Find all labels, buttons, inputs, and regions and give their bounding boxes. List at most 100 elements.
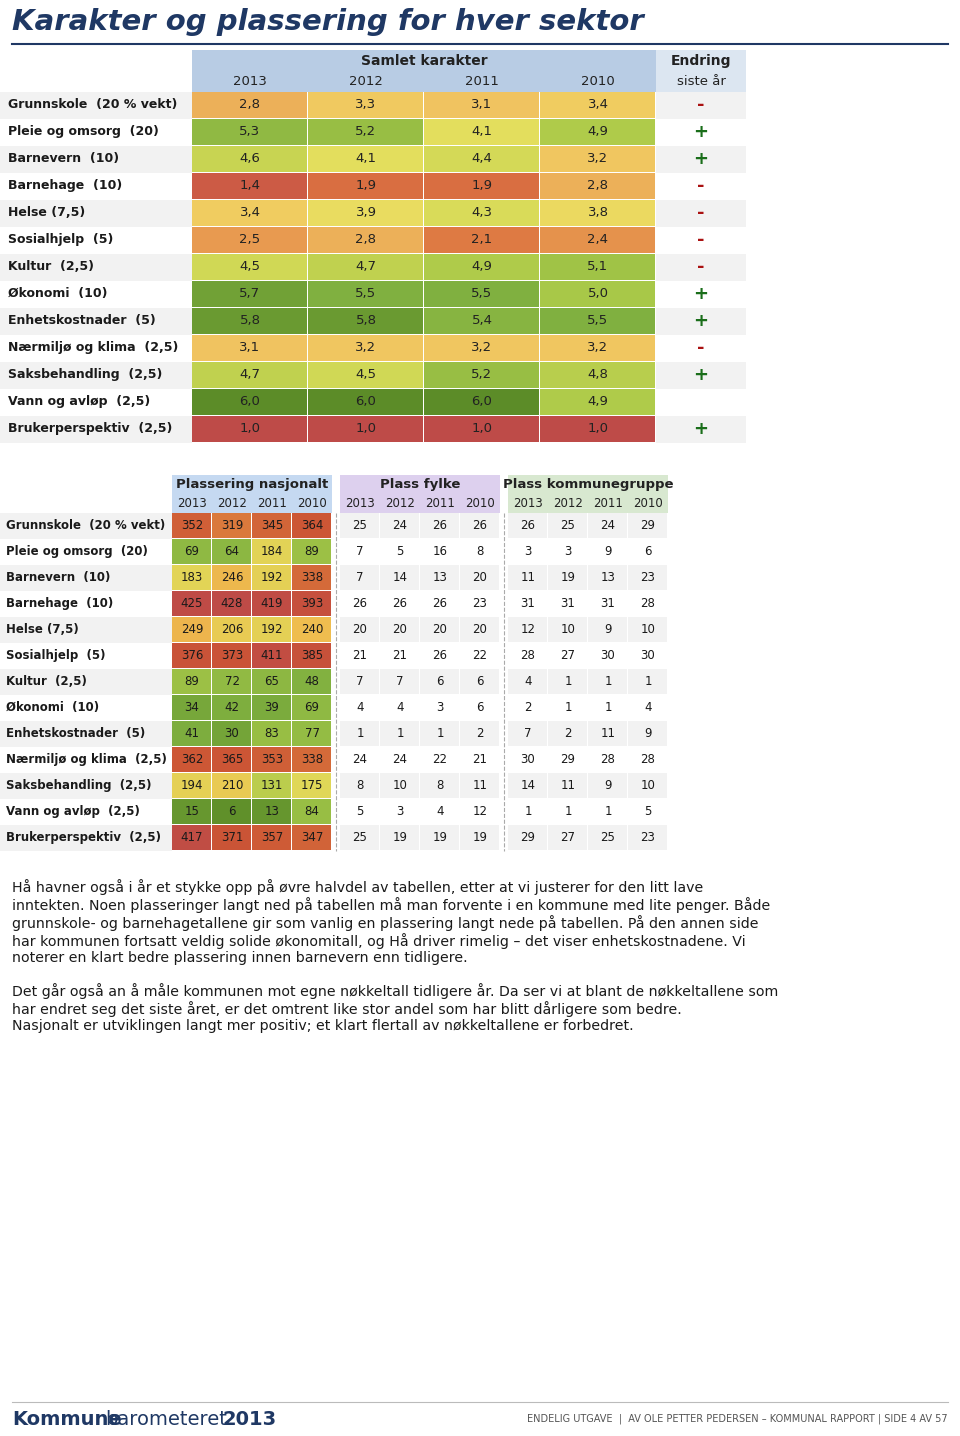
Text: Barnevern  (10): Barnevern (10): [8, 152, 119, 165]
Text: Nasjonalt er utviklingen langt mer positiv; et klart flertall av nøkkeltallene e: Nasjonalt er utviklingen langt mer posit…: [12, 1020, 634, 1032]
Text: 23: 23: [640, 831, 656, 844]
Bar: [424, 389, 539, 415]
Bar: [628, 592, 667, 616]
Bar: [172, 747, 211, 773]
Bar: [0, 416, 192, 442]
Text: 2011: 2011: [257, 497, 287, 510]
Text: Samlet karakter: Samlet karakter: [361, 55, 488, 67]
Bar: [340, 721, 379, 745]
Bar: [548, 643, 587, 668]
Text: 1: 1: [396, 727, 404, 740]
Bar: [420, 695, 459, 719]
Bar: [424, 307, 539, 335]
Text: 4,4: 4,4: [471, 152, 492, 165]
Bar: [548, 798, 587, 824]
Bar: [192, 362, 307, 388]
Text: Sosialhjelp  (5): Sosialhjelp (5): [8, 233, 113, 246]
Text: 26: 26: [433, 597, 447, 610]
Bar: [588, 592, 627, 616]
Text: 8: 8: [476, 546, 484, 559]
Bar: [292, 721, 331, 745]
Bar: [0, 747, 172, 773]
Text: 29: 29: [561, 752, 575, 765]
Text: 1: 1: [524, 806, 532, 819]
Text: 1: 1: [564, 675, 572, 688]
Bar: [540, 254, 655, 280]
Bar: [460, 747, 499, 773]
Text: barometeret: barometeret: [105, 1410, 227, 1429]
Text: 2012: 2012: [217, 497, 247, 510]
Text: 26: 26: [472, 518, 488, 531]
Text: 5,8: 5,8: [239, 314, 260, 327]
Bar: [420, 643, 459, 668]
Bar: [292, 538, 331, 564]
Text: 13: 13: [433, 572, 447, 584]
Text: 2011: 2011: [425, 497, 455, 510]
Text: 1,9: 1,9: [471, 180, 492, 192]
Text: 4: 4: [524, 675, 532, 688]
Bar: [540, 389, 655, 415]
Bar: [380, 747, 419, 773]
Bar: [172, 475, 332, 513]
Text: 2013: 2013: [233, 75, 267, 88]
Bar: [628, 695, 667, 719]
Text: Enhetskostnader  (5): Enhetskostnader (5): [8, 314, 156, 327]
Text: 183: 183: [180, 572, 204, 584]
Bar: [424, 335, 539, 360]
Bar: [656, 307, 746, 335]
Text: 6: 6: [228, 806, 236, 819]
Bar: [308, 335, 423, 360]
Text: 31: 31: [561, 597, 575, 610]
Text: 4: 4: [644, 701, 652, 714]
Text: 26: 26: [433, 649, 447, 662]
Text: +: +: [693, 123, 708, 141]
Bar: [420, 538, 459, 564]
Bar: [0, 200, 192, 227]
Text: 419: 419: [261, 597, 283, 610]
Bar: [588, 747, 627, 773]
Text: 11: 11: [561, 778, 575, 793]
Text: 2012: 2012: [553, 497, 583, 510]
Bar: [380, 826, 419, 850]
Bar: [508, 617, 547, 642]
Bar: [172, 826, 211, 850]
Bar: [508, 592, 547, 616]
Bar: [628, 798, 667, 824]
Bar: [340, 695, 379, 719]
Text: 1,9: 1,9: [355, 180, 376, 192]
Text: 338: 338: [300, 752, 324, 765]
Bar: [292, 826, 331, 850]
Text: 4: 4: [356, 701, 364, 714]
Bar: [420, 826, 459, 850]
Bar: [548, 773, 587, 798]
Bar: [424, 172, 539, 200]
Text: 39: 39: [265, 701, 279, 714]
Text: +: +: [693, 419, 708, 438]
Bar: [192, 307, 307, 335]
Bar: [0, 695, 172, 721]
Text: 9: 9: [604, 546, 612, 559]
Text: 3: 3: [524, 546, 532, 559]
Bar: [0, 146, 192, 172]
Bar: [340, 592, 379, 616]
Text: 15: 15: [184, 806, 200, 819]
Bar: [460, 538, 499, 564]
Bar: [656, 119, 746, 146]
Bar: [0, 362, 192, 389]
Text: 25: 25: [352, 831, 368, 844]
Bar: [628, 747, 667, 773]
Text: 5,1: 5,1: [588, 260, 609, 273]
Text: 4: 4: [396, 701, 404, 714]
Text: 13: 13: [601, 572, 615, 584]
Bar: [380, 773, 419, 798]
Text: 2010: 2010: [581, 75, 614, 88]
Bar: [308, 389, 423, 415]
Text: 2,1: 2,1: [471, 233, 492, 246]
Bar: [192, 389, 307, 415]
Text: 175: 175: [300, 778, 324, 793]
Bar: [588, 643, 627, 668]
Text: 1: 1: [644, 675, 652, 688]
Bar: [292, 513, 331, 538]
Text: 194: 194: [180, 778, 204, 793]
Bar: [380, 513, 419, 538]
